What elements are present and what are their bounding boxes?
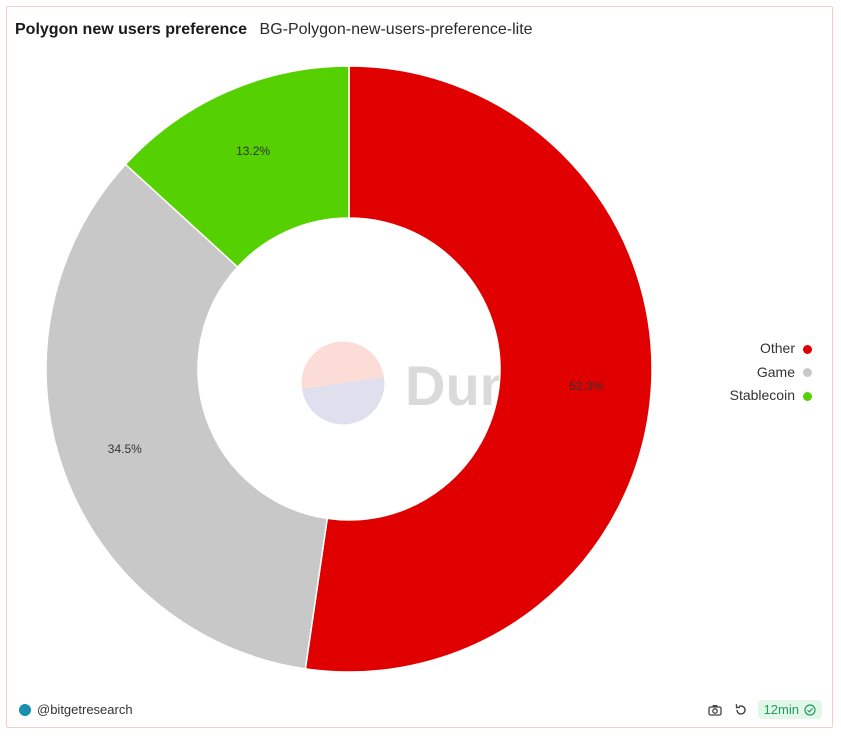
slice-label-stablecoin: 13.2% <box>236 144 270 158</box>
refresh-icon[interactable] <box>732 701 750 719</box>
slices <box>45 65 653 673</box>
slice-game[interactable] <box>45 163 329 670</box>
footer-actions: 12min <box>706 700 822 719</box>
donut-chart: Dune 52.3%34.5%13.2% <box>45 65 653 673</box>
refresh-age: 12min <box>763 702 799 717</box>
author-credit[interactable]: @bitgetresearch <box>19 702 133 717</box>
legend-item-stablecoin[interactable]: Stablecoin <box>730 384 812 408</box>
chart-subtitle: BG-Polygon-new-users-preference-lite <box>259 21 533 38</box>
chart-header: Polygon new users preference BG-Polygon-… <box>15 21 533 39</box>
legend-label: Stablecoin <box>729 387 795 403</box>
legend-item-game[interactable]: Game <box>730 361 812 385</box>
legend-label: Game <box>756 363 795 380</box>
chart-title: Polygon new users preference <box>15 21 248 38</box>
slice-labels: 52.3% 34.5% 13.2% <box>108 144 604 456</box>
chart-legend: Other Game Stablecoin <box>730 337 812 408</box>
legend-label: Other <box>759 340 795 356</box>
chart-panel: Polygon new users preference BG-Polygon-… <box>6 6 833 728</box>
legend-swatch <box>803 368 812 378</box>
avatar-icon <box>19 703 31 716</box>
legend-swatch <box>803 344 812 354</box>
slice-label-other: 52.3% <box>569 379 603 393</box>
slice-other[interactable] <box>304 65 653 673</box>
check-circle-icon <box>804 703 816 716</box>
legend-item-other[interactable]: Other <box>730 337 812 361</box>
slice-stablecoin[interactable] <box>124 65 350 269</box>
slice-label-game: 34.5% <box>108 442 142 456</box>
refresh-status-badge[interactable]: 12min <box>757 700 822 719</box>
camera-icon[interactable] <box>706 701 724 719</box>
author-name: @bitgetresearch <box>37 702 133 717</box>
legend-swatch <box>803 391 812 401</box>
